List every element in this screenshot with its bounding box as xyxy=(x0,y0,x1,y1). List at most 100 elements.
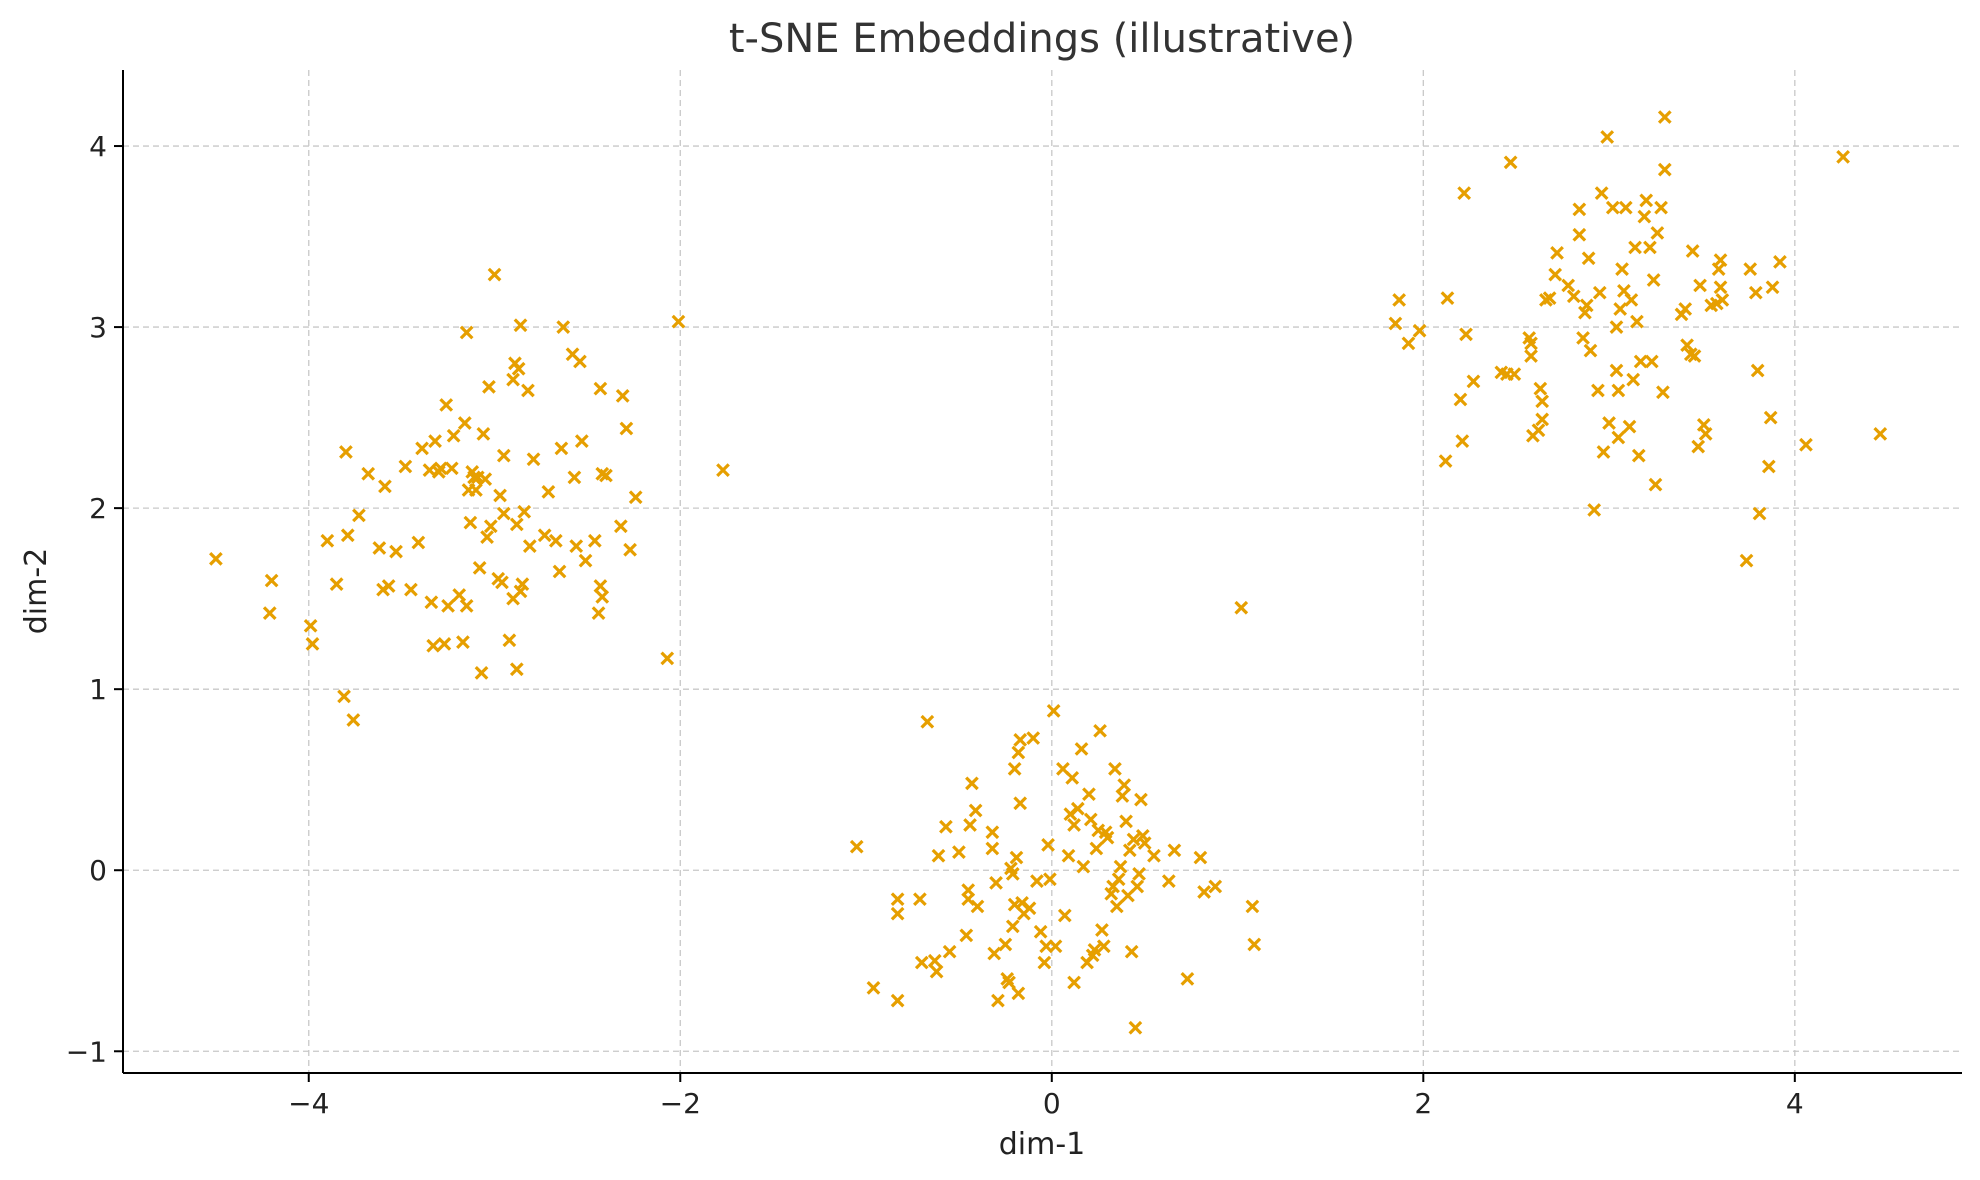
data-point xyxy=(1715,293,1730,307)
data-point xyxy=(526,452,541,467)
data-point xyxy=(989,876,1003,890)
data-point xyxy=(1392,293,1407,307)
data-point xyxy=(1618,200,1633,215)
data-point xyxy=(1587,503,1602,517)
data-point xyxy=(619,421,634,436)
data-point xyxy=(1065,771,1080,785)
data-point xyxy=(1566,289,1581,304)
y-tick-label: 1 xyxy=(89,673,107,706)
data-point xyxy=(963,818,977,832)
data-point xyxy=(1096,939,1111,954)
data-point xyxy=(615,389,630,403)
data-point xyxy=(1524,349,1538,363)
data-point xyxy=(541,484,556,499)
y-tick-label: 3 xyxy=(89,311,107,344)
data-point xyxy=(517,504,532,519)
data-point xyxy=(1108,761,1122,776)
data-point xyxy=(1124,944,1139,959)
data-point xyxy=(487,267,502,282)
data-point xyxy=(959,928,974,943)
data-point xyxy=(1082,787,1096,802)
data-point xyxy=(1022,901,1037,916)
data-point xyxy=(1061,848,1076,863)
data-point xyxy=(1542,291,1557,305)
data-point xyxy=(1765,280,1780,295)
data-point xyxy=(1609,363,1624,378)
data-point xyxy=(1130,879,1145,894)
data-point xyxy=(1503,155,1518,170)
data-point xyxy=(513,318,528,333)
data-point xyxy=(303,618,318,633)
data-point xyxy=(1572,227,1587,242)
data-point xyxy=(411,535,426,550)
data-point xyxy=(942,944,957,959)
data-point xyxy=(459,325,474,340)
data-point xyxy=(1748,285,1763,300)
data-point xyxy=(329,577,344,592)
data-point xyxy=(1005,919,1020,934)
data-point xyxy=(372,541,387,555)
data-point xyxy=(1234,600,1249,615)
data-point xyxy=(1245,899,1260,914)
data-point xyxy=(337,689,351,704)
data-point xyxy=(1535,394,1550,409)
data-point xyxy=(927,953,942,968)
data-point xyxy=(1039,939,1054,954)
data-point xyxy=(1117,778,1132,792)
data-point xyxy=(381,579,396,593)
data-point xyxy=(389,544,403,559)
data-point xyxy=(1119,814,1133,829)
data-point xyxy=(415,441,429,456)
data-point xyxy=(1657,162,1672,177)
data-point xyxy=(1602,416,1616,430)
data-point xyxy=(952,845,966,859)
data-point xyxy=(1631,448,1646,463)
data-point xyxy=(1609,320,1624,334)
data-point xyxy=(1466,374,1481,389)
data-point xyxy=(1093,723,1107,738)
data-point xyxy=(305,637,320,651)
x-tick-label: −2 xyxy=(660,1087,701,1120)
data-point xyxy=(1440,291,1455,305)
data-point xyxy=(1083,812,1098,827)
data-point xyxy=(480,530,494,544)
data-point xyxy=(939,819,953,834)
data-point xyxy=(1128,1020,1143,1035)
data-point xyxy=(1656,385,1670,400)
data-point xyxy=(511,361,526,376)
data-point xyxy=(1438,454,1453,468)
data-point xyxy=(1026,731,1041,745)
data-point xyxy=(965,776,979,791)
data-point xyxy=(1048,939,1063,954)
data-point xyxy=(866,981,881,995)
data-point xyxy=(660,651,675,666)
data-point xyxy=(1739,553,1754,568)
data-point xyxy=(587,533,602,548)
data-point xyxy=(1115,789,1130,803)
data-point xyxy=(1041,838,1055,852)
data-point xyxy=(1550,245,1564,260)
data-point xyxy=(1611,430,1626,445)
data-point xyxy=(502,633,517,648)
data-point xyxy=(496,448,511,463)
data-point xyxy=(346,713,361,727)
data-point xyxy=(1121,888,1135,903)
y-axis-label: dim-2 xyxy=(19,548,54,635)
data-point xyxy=(1644,354,1659,369)
data-point xyxy=(1615,262,1629,277)
data-point xyxy=(1657,110,1672,124)
data-point xyxy=(444,461,459,476)
data-point xyxy=(1457,186,1472,200)
data-point xyxy=(716,463,730,477)
data-point xyxy=(1576,331,1590,345)
data-point xyxy=(1622,419,1637,434)
data-point xyxy=(913,892,927,907)
data-point xyxy=(1013,796,1028,811)
data-point xyxy=(1533,381,1548,396)
data-point xyxy=(1011,986,1026,1001)
data-point xyxy=(467,470,481,485)
data-point xyxy=(987,946,1002,961)
data-point xyxy=(595,589,610,604)
data-point xyxy=(613,519,628,534)
data-point xyxy=(463,515,478,530)
